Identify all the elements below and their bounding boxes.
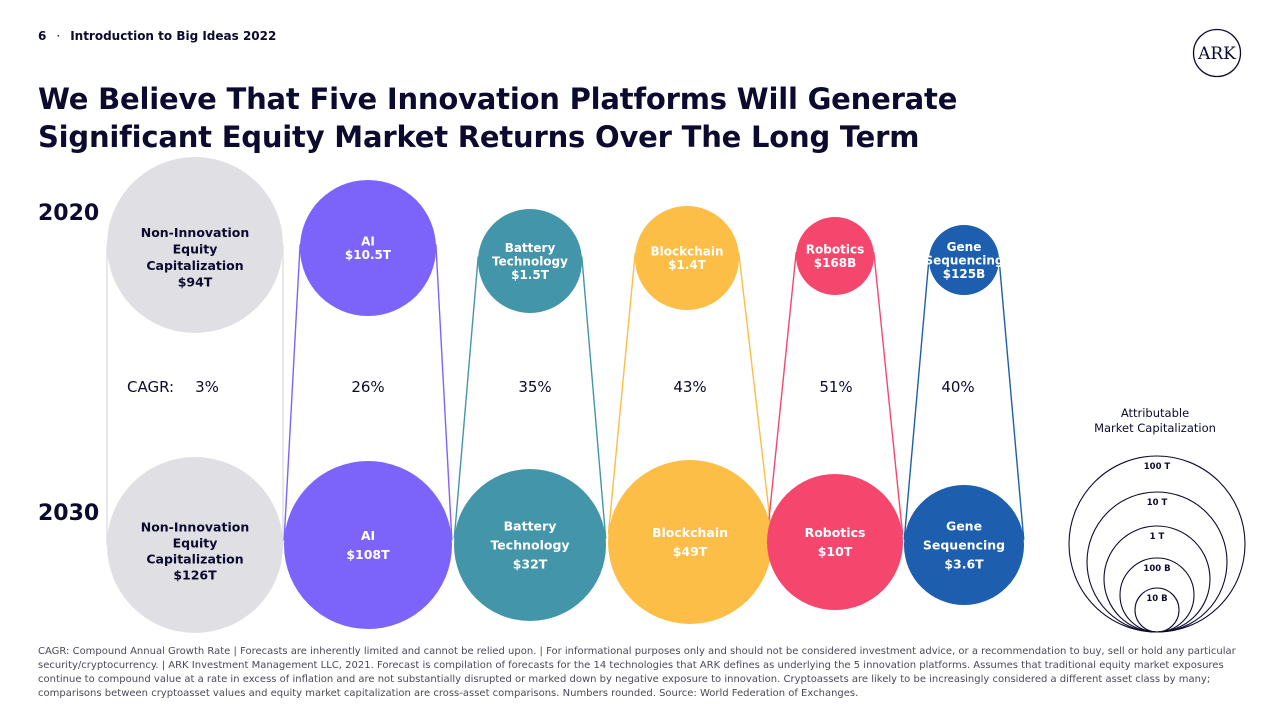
legend-ring-label-1-t: 1 T	[1150, 532, 1165, 542]
blockchain-2030-label-line-1: Blockchain	[652, 525, 728, 540]
non-innovation-2020-label-line-4: $94T	[178, 274, 213, 289]
battery-connector-line-2	[581, 256, 607, 539]
non-innovation-2030-label-line-4: $126T	[173, 568, 217, 583]
ai-2030-circle	[284, 461, 452, 629]
non-innovation-2020-label-line-1: Non-Innovation	[141, 225, 250, 240]
gene-2020-label-line-1: Gene	[947, 240, 982, 254]
robotics-connector-line-2	[873, 251, 904, 536]
gene-2030-label-line-3: $3.6T	[944, 557, 984, 572]
ai-2020-label-line-2: $10.5T	[345, 248, 392, 262]
logo-text: ARK	[1197, 44, 1236, 64]
robotics-2020-circle	[796, 217, 874, 295]
robotics-2030-label-line-2: $10T	[818, 544, 853, 559]
gene-connector-line-1	[903, 256, 930, 540]
legend-title-line-2: Market Capitalization	[1094, 421, 1216, 435]
header-separator: ·	[56, 29, 61, 43]
battery-2030-circle	[454, 469, 606, 621]
ai-connector-line-2	[435, 244, 453, 541]
legend-title: Attributable Market Capitalization	[1070, 406, 1240, 436]
gene-2030-label-line-1: Gene	[946, 519, 982, 534]
robotics-2020-label-line-2: $168B	[814, 256, 857, 270]
blockchain-connector-line-1	[607, 252, 636, 535]
legend-title-line-1: Attributable	[1120, 406, 1190, 420]
ai-cagr-value: 26%	[351, 378, 384, 396]
gene-2030-circle	[904, 485, 1024, 605]
non-innovation-cagr-value: 3%	[195, 378, 219, 396]
battery-2020-label-line-2: Technology	[492, 254, 568, 268]
legend-ring-100-t	[1068, 455, 1246, 633]
year-2020-label: 2020	[38, 201, 100, 226]
blockchain-2020-label-line-1: Blockchain	[650, 245, 723, 259]
gene-2020-label-line-3: $125B	[943, 267, 986, 281]
robotics-2030-label-line-1: Robotics	[805, 525, 866, 540]
legend-ring-label-100-b: 100 B	[1143, 564, 1170, 574]
non-innovation-2030-label-line-2: Equity	[173, 536, 218, 551]
battery-2020-circle	[478, 209, 582, 313]
legend-ring-10-t	[1086, 491, 1228, 633]
page-number: 6	[38, 29, 47, 43]
non-innovation-2030-label-line-1: Non-Innovation	[141, 520, 250, 535]
gene-2030-label-line-2: Sequencing	[923, 538, 1005, 553]
non-innovation-2020-label-line-2: Equity	[173, 241, 218, 256]
legend-ring-10-b	[1134, 587, 1180, 633]
non-innovation-2020-label-line-3: Capitalization	[146, 258, 243, 273]
section-title: Introduction to Big Ideas 2022	[70, 29, 277, 43]
blockchain-2030-label-line-2: $49T	[673, 544, 708, 559]
ai-connector-line-1	[283, 244, 301, 541]
robotics-connector-line-1	[766, 251, 797, 536]
robotics-2020-label-line-1: Robotics	[806, 243, 864, 257]
battery-cagr-value: 35%	[518, 378, 551, 396]
blockchain-connector-line-2	[737, 251, 773, 533]
blockchain-2020-label-line-2: $1.4T	[668, 258, 707, 272]
legend-ring-label-100-t: 100 T	[1144, 462, 1171, 472]
blockchain-2020-circle	[635, 206, 739, 310]
non-innovation-2020-circle	[107, 157, 283, 333]
battery-connector-line-1	[453, 256, 479, 539]
gene-2020-circle	[929, 225, 999, 295]
page-title: We Believe That Five Innovation Platform…	[38, 80, 998, 156]
battery-2030-label-line-1: Battery	[504, 519, 557, 534]
page-header: 6 · Introduction to Big Ideas 2022	[38, 29, 276, 43]
ai-2020-label-line-1: AI	[361, 235, 375, 249]
ai-2030-label-line-2: $108T	[346, 547, 390, 562]
title-line-1: We Believe That Five Innovation Platform…	[38, 82, 958, 116]
blockchain-cagr-value: 43%	[673, 378, 706, 396]
battery-2020-label-line-3: $1.5T	[511, 268, 550, 282]
non-innovation-2030-circle	[107, 457, 283, 633]
non-innovation-2030-label-line-3: Capitalization	[146, 552, 243, 567]
battery-2030-label-line-2: Technology	[490, 538, 569, 553]
platform-diagram: Non-InnovationEquityCapitalization$94TNo…	[106, 157, 1246, 633]
ark-logo-icon: ARK	[1192, 28, 1242, 78]
battery-2020-label-line-1: Battery	[505, 241, 556, 255]
footnote: CAGR: Compound Annual Growth Rate | Fore…	[38, 646, 1236, 699]
robotics-cagr-value: 51%	[819, 378, 852, 396]
ai-2020-circle	[300, 180, 436, 316]
title-line-2: Significant Equity Market Returns Over T…	[38, 120, 920, 154]
battery-2030-label-line-3: $32T	[513, 557, 548, 572]
gene-connector-line-2	[998, 256, 1025, 540]
robotics-2030-circle	[767, 474, 903, 610]
gene-cagr-value: 40%	[941, 378, 974, 396]
ai-2030-label-line-1: AI	[361, 528, 375, 543]
legend-ring-label-10-t: 10 T	[1147, 498, 1168, 508]
year-2030-label: 2030	[38, 501, 100, 526]
blockchain-2030-circle	[608, 460, 772, 624]
cagr-label: CAGR:	[127, 378, 174, 396]
legend-ring-label-10-b: 10 B	[1146, 594, 1167, 604]
gene-2020-label-line-2: Sequencing	[925, 253, 1004, 267]
